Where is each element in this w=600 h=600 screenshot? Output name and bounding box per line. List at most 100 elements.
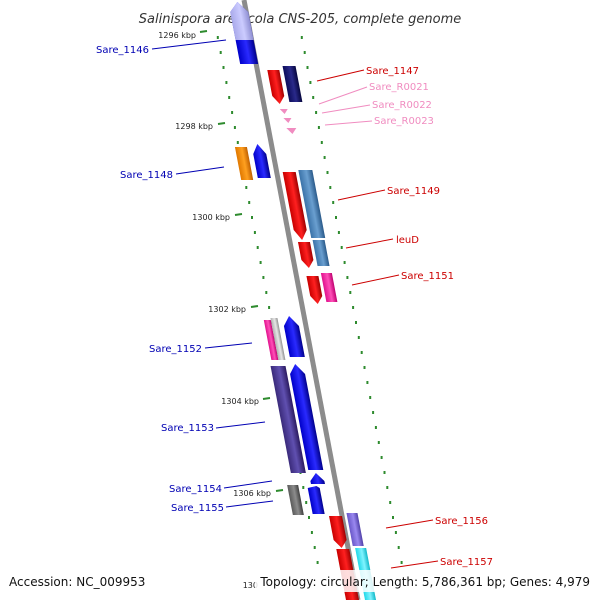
- kbp-tick-label: 1300 kbp: [192, 213, 230, 222]
- track-dot: [377, 441, 380, 444]
- footer-backdrop: [255, 570, 600, 592]
- track-dot: [312, 96, 315, 99]
- kbp-tick-mark: [217, 122, 226, 125]
- gene-label-sare-1154: Sare_1154: [169, 484, 222, 495]
- leader-line: [345, 238, 394, 249]
- track-dot: [265, 291, 268, 294]
- track-dot: [360, 351, 363, 354]
- kbp-tick-label: 1306 kbp: [233, 489, 271, 498]
- track-dot: [389, 501, 392, 504]
- track-dot: [303, 51, 306, 54]
- track-dot: [259, 261, 262, 264]
- gene-features: [230, 2, 376, 600]
- gene-arrow-sare-1156-partner: [346, 513, 364, 546]
- track-dot: [222, 66, 225, 69]
- track-dot: [366, 381, 369, 384]
- rna-label-sare-r0023: Sare_R0023: [374, 116, 434, 127]
- gene-arrow-sare-1152-silver: [270, 318, 286, 360]
- gene-arrow-sare-1155: [307, 486, 325, 514]
- gene-label-sare-1155: Sare_1155: [171, 503, 224, 514]
- leader-line: [351, 274, 400, 286]
- track-dot: [236, 141, 239, 144]
- track-dot: [343, 261, 346, 264]
- kbp-tick-mark: [199, 30, 208, 33]
- leader-line: [316, 69, 365, 82]
- track-dot: [346, 276, 349, 279]
- kbp-tick-label: 1298 kbp: [175, 122, 213, 131]
- left-labels: Sare_1146 Sare_1148 Sare_1152 Sare_1153 …: [96, 39, 274, 514]
- rna-chevron-r0022: [283, 118, 292, 123]
- gene-label-sare-1148: Sare_1148: [120, 170, 173, 181]
- gene-arrow-leud-partner: [312, 240, 330, 266]
- track-dot: [380, 456, 383, 459]
- track-dot: [386, 486, 389, 489]
- track-dot: [313, 546, 316, 549]
- track-dot: [251, 216, 253, 219]
- track-dot: [320, 141, 323, 144]
- gene-arrow-sare-1152: [283, 316, 305, 357]
- accession-text: Accession: NC_009953: [9, 575, 145, 589]
- track-dot: [394, 531, 397, 534]
- gene-arrow-sare-1152-pink: [263, 320, 279, 360]
- gene-arrow-sare-1147-partner: [282, 66, 303, 102]
- kbp-tick-mark: [262, 397, 271, 400]
- track-dot: [323, 156, 326, 159]
- kbp-tick-mark: [275, 489, 284, 492]
- gene-arrow-sare-1147: [267, 70, 285, 104]
- leader-line: [337, 189, 386, 201]
- gene-label-sare-1153: Sare_1153: [161, 423, 214, 434]
- track-dot: [357, 336, 360, 339]
- leader-line: [321, 104, 371, 114]
- track-dot: [268, 306, 271, 309]
- track-dot: [335, 216, 337, 219]
- rna-label-sare-r0021: Sare_R0021: [369, 82, 429, 93]
- right-track-dots: [300, 36, 403, 564]
- gene-arrow-sare-1153-purple: [270, 366, 306, 473]
- kbp-tick-label: 130: [243, 581, 258, 590]
- gene-arrow-sare-1148-orange: [234, 147, 254, 180]
- map-title: Salinispora arenicola CNS-205, complete …: [139, 12, 461, 27]
- gene-arrow-sare-1154: [310, 473, 325, 484]
- track-dot: [233, 126, 236, 129]
- track-dot: [374, 426, 377, 429]
- track-dot: [253, 231, 256, 234]
- leader-line: [175, 166, 225, 175]
- track-dot: [310, 531, 313, 534]
- track-dot: [392, 516, 394, 519]
- track-dot: [316, 561, 319, 564]
- gene-arrow-sare-1146-head: [230, 2, 254, 40]
- rna-chevron-r0023: [286, 128, 297, 134]
- track-dot: [315, 111, 318, 114]
- track-dot: [300, 36, 303, 39]
- gene-arrow-sare-1151: [306, 276, 323, 304]
- track-dot: [216, 36, 219, 39]
- gene-label-sare-1149: Sare_1149: [387, 186, 440, 197]
- leader-line: [390, 560, 439, 569]
- leader-line: [324, 120, 373, 126]
- rna-chevron-r0021: [279, 109, 288, 114]
- gene-arrow-sare-1155-gray: [287, 485, 304, 515]
- gene-arrow-sare-1148: [253, 144, 271, 178]
- track-dot: [400, 561, 403, 564]
- gene-arrow-sare-1149: [282, 172, 307, 240]
- track-dot: [305, 501, 308, 504]
- track-dot: [308, 516, 310, 519]
- gene-arrow-sare-1153: [290, 364, 324, 470]
- gene-label-sare-1147: Sare_1147: [366, 66, 419, 77]
- gene-label-sare-1146: Sare_1146: [96, 45, 149, 56]
- kbp-tick-label: 1302 kbp: [208, 305, 246, 314]
- track-dot: [245, 186, 248, 189]
- genome-backbone: [241, 0, 361, 600]
- gene-arrow-leud: [297, 242, 314, 268]
- leader-line: [204, 342, 253, 349]
- track-dot: [231, 111, 234, 114]
- track-dot: [337, 231, 340, 234]
- gene-label-sare-1156: Sare_1156: [435, 516, 488, 527]
- gene-label-sare-1151: Sare_1151: [401, 271, 454, 282]
- topology-text: Topology: circular; Length: 5,786,361 bp…: [259, 575, 590, 589]
- track-dot: [372, 411, 375, 414]
- gene-arrow-sare-1149-partner: [298, 170, 326, 238]
- track-dot: [332, 201, 335, 204]
- track-dot: [352, 306, 355, 309]
